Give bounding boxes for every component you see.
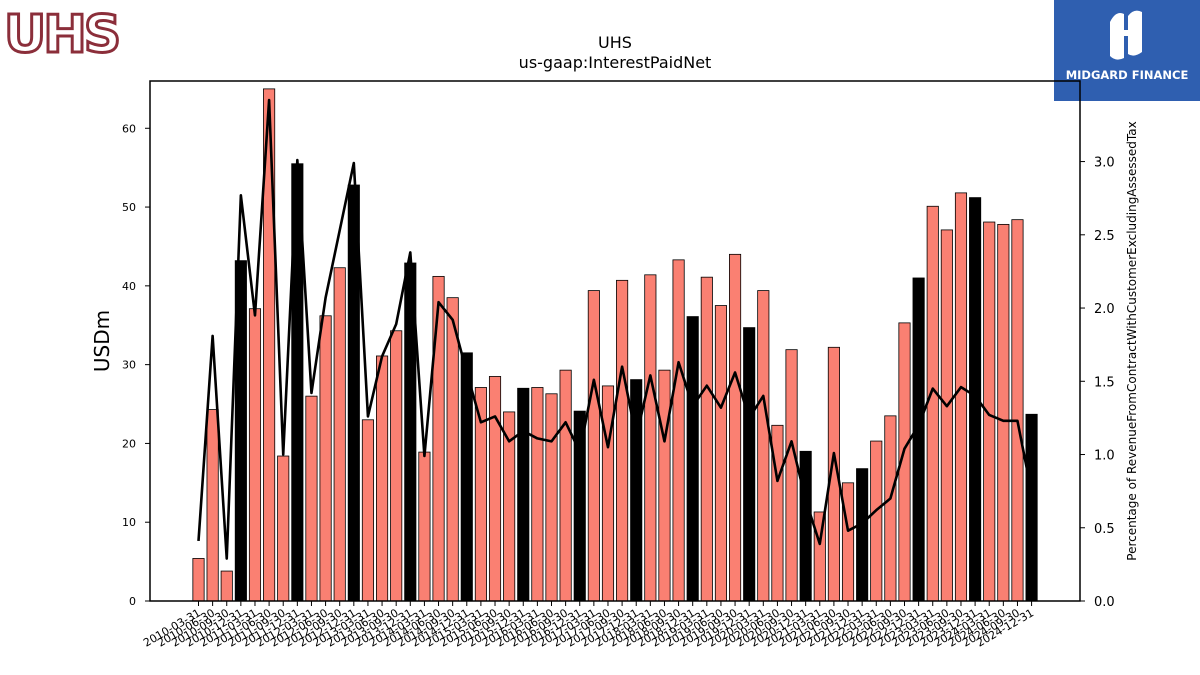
bar-2013-06-30 bbox=[376, 355, 389, 602]
bar-2023-03-31 bbox=[926, 205, 939, 602]
bar-2020-12-31 bbox=[799, 450, 812, 602]
bar-2010-09-30 bbox=[220, 570, 233, 602]
bar-2014-09-30 bbox=[446, 297, 459, 602]
bar-2012-03-31 bbox=[305, 395, 318, 602]
y2-tick-label: 0.5 bbox=[1094, 522, 1115, 537]
bar-2015-06-30 bbox=[488, 376, 502, 602]
bar-2011-09-30 bbox=[277, 455, 290, 602]
bar-2023-09-30 bbox=[954, 192, 968, 602]
bar-2014-06-30 bbox=[432, 275, 445, 602]
bar-2014-03-31 bbox=[418, 451, 431, 602]
bar-2012-06-30 bbox=[319, 315, 332, 602]
bar-2012-09-30 bbox=[333, 267, 346, 602]
bar-2023-06-30 bbox=[940, 229, 953, 602]
bar-2019-12-31 bbox=[743, 327, 756, 602]
y-tick-label: 60 bbox=[122, 122, 136, 135]
bar-2013-03-31 bbox=[361, 419, 374, 602]
y-axis-ticks: 0 10 20 30 40 50 60 bbox=[122, 122, 150, 608]
bar-2018-12-31 bbox=[686, 316, 699, 602]
y2-axis-ticks: 0.0 0.5 1.0 1.5 2.0 2.5 3.0 bbox=[1080, 156, 1115, 610]
y2-tick-label: 2.0 bbox=[1094, 302, 1115, 317]
bar-2021-09-30 bbox=[841, 482, 855, 602]
y2-axis-label: Percentage of RevenueFromContractWithCus… bbox=[1125, 121, 1139, 560]
bar-2016-12-31 bbox=[573, 410, 586, 602]
bar-2010-06-30 bbox=[206, 409, 219, 602]
ratio-line bbox=[197, 98, 1033, 560]
y2-tick-label: 1.5 bbox=[1094, 375, 1115, 390]
bar-2019-09-30 bbox=[729, 253, 742, 602]
y-tick-label: 40 bbox=[122, 280, 136, 293]
y2-tick-label: 1.0 bbox=[1094, 449, 1115, 464]
midgard-logo-text: MIDGARD FINANCE bbox=[1065, 68, 1189, 82]
line-layer bbox=[197, 98, 1033, 560]
y2-tick-label: 0.0 bbox=[1094, 595, 1115, 610]
plot-frame bbox=[149, 80, 1081, 602]
bar-2018-03-31 bbox=[644, 274, 657, 602]
bar-2022-03-31 bbox=[870, 440, 883, 602]
y-tick-label: 30 bbox=[122, 359, 136, 372]
bar-2019-06-30 bbox=[714, 305, 727, 602]
uhs-logo: UHS bbox=[3, 4, 126, 67]
y-axis-label: USDm bbox=[90, 310, 114, 372]
y-tick-label: 20 bbox=[122, 437, 136, 450]
bar-2020-09-30 bbox=[785, 349, 798, 602]
bar-2021-12-31 bbox=[856, 468, 869, 602]
uhs-logo-graphic: UHS bbox=[3, 4, 123, 67]
bar-2016-06-30 bbox=[545, 393, 558, 602]
y2-tick-label: 3.0 bbox=[1094, 156, 1115, 171]
bar-2010-03-31 bbox=[192, 558, 205, 602]
bar-2018-06-30 bbox=[658, 369, 671, 602]
bar-2019-03-31 bbox=[700, 276, 713, 602]
bar-2015-12-31 bbox=[517, 387, 530, 602]
bar-2018-09-30 bbox=[672, 259, 685, 602]
bar-2024-12-31 bbox=[1025, 413, 1038, 602]
bar-2013-09-30 bbox=[390, 330, 403, 602]
y-tick-label: 50 bbox=[122, 201, 136, 214]
y-tick-label: 10 bbox=[122, 516, 136, 529]
x-axis-ticks: 2010-03-312010-06-302010-09-302010-12-31… bbox=[141, 601, 1036, 650]
chart-subtitle: us-gaap:InterestPaidNet bbox=[519, 53, 712, 72]
bar-2017-03-31 bbox=[587, 290, 600, 602]
y2-tick-label: 2.5 bbox=[1094, 229, 1115, 244]
bar-2017-09-30 bbox=[616, 279, 629, 602]
midgard-finance-logo: MIDGARD FINANCE bbox=[1054, 0, 1200, 101]
bar-2016-03-31 bbox=[531, 387, 544, 602]
bar-2020-03-31 bbox=[757, 290, 770, 602]
bar-2011-03-31 bbox=[248, 308, 262, 602]
y-tick-label: 0 bbox=[129, 595, 136, 608]
bar-2022-06-30 bbox=[884, 415, 897, 602]
chart-title: UHS bbox=[598, 33, 632, 52]
bar-2016-09-30 bbox=[559, 369, 572, 602]
bar-2024-06-30 bbox=[997, 223, 1010, 602]
bar-2024-09-30 bbox=[1011, 219, 1024, 602]
bar-2022-12-31 bbox=[912, 277, 925, 602]
uhs-logo-lettering: UHS bbox=[4, 6, 118, 60]
bars-layer bbox=[192, 88, 1038, 602]
midgard-logo-mark bbox=[1110, 10, 1142, 60]
